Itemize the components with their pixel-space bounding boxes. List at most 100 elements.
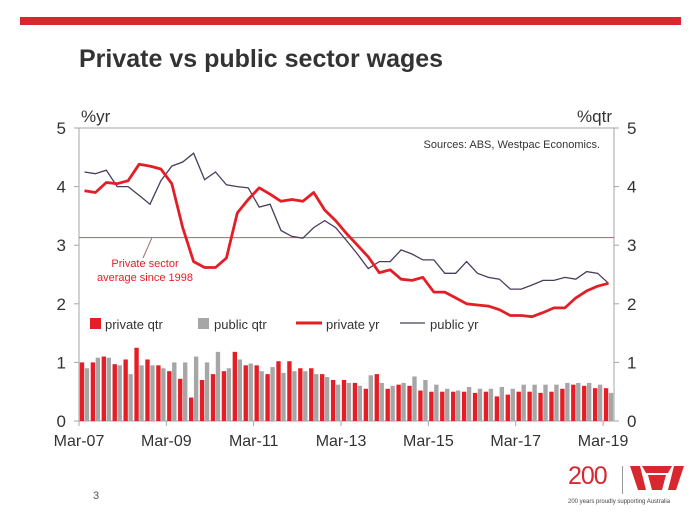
public-qtr-bar — [587, 382, 592, 421]
public-qtr-bar — [499, 387, 505, 421]
public-qtr-bar — [510, 388, 515, 421]
private-qtr-bar — [178, 378, 183, 421]
private-qtr-bar — [265, 374, 270, 421]
left-axis-unit: %yr — [81, 107, 111, 126]
public-qtr-bar — [357, 385, 363, 421]
public-qtr-bar — [106, 357, 111, 421]
right-axis-unit: %qtr — [577, 107, 612, 126]
private-qtr-bar — [440, 391, 445, 421]
legend-public-yr-label: public yr — [430, 317, 479, 332]
x-tick-label: Mar-11 — [229, 433, 279, 450]
plot-border — [78, 127, 615, 422]
left-tick-label: 5 — [57, 119, 66, 138]
private-qtr-bar — [363, 388, 369, 421]
left-tick-label: 2 — [57, 295, 66, 314]
annotation: Private sector average since 1998 — [97, 237, 193, 284]
private-qtr-bar — [101, 356, 106, 421]
public-qtr-bar — [597, 384, 603, 421]
public-qtr-bar — [455, 390, 461, 421]
public-qtr-bar — [445, 388, 450, 421]
public-qtr-bar — [434, 384, 439, 421]
left-tick-label: 1 — [57, 353, 66, 372]
logo-divider — [622, 466, 623, 494]
private-qtr-bar — [145, 359, 150, 421]
logo-200-text: 200 — [568, 462, 608, 490]
legend-public-qtr-label: public qtr — [214, 317, 267, 332]
private-qtr-bar — [232, 351, 238, 421]
private-qtr-bar — [385, 388, 390, 421]
private-qtr-bar — [319, 374, 325, 421]
private-qtr-bar — [571, 384, 576, 421]
private-qtr-bar — [221, 371, 227, 421]
public-qtr-bar — [128, 374, 133, 421]
public-qtr-bar — [521, 384, 526, 421]
private-qtr-bar — [418, 390, 423, 421]
private-qtr-bar — [341, 379, 347, 421]
private-qtr-bar — [461, 391, 467, 421]
public-qtr-bar — [84, 368, 90, 421]
private-qtr-bar — [199, 379, 205, 421]
legend-private-qtr-label: private qtr — [105, 317, 163, 332]
public-qtr-bar — [477, 388, 483, 421]
lines-group — [84, 152, 609, 319]
legend-private-yr-label: private yr — [326, 317, 380, 332]
x-tick-label: Mar-17 — [490, 433, 541, 450]
public-qtr-bar — [303, 371, 308, 421]
public-qtr-bar — [412, 376, 417, 421]
logo-tagline: 200 years proudly supporting Australia — [568, 499, 671, 505]
right-tick-label: 3 — [627, 236, 636, 255]
private-qtr-bar — [396, 384, 401, 421]
private-qtr-bar — [167, 371, 172, 421]
axes-group: 0 0 1 1 2 2 3 3 4 4 5 5 %yr %qtr Mar-07 Mar-09 Mar-11 Mar… — [54, 107, 637, 450]
left-tick-label: 4 — [57, 178, 66, 197]
public-qtr-bar — [172, 362, 177, 421]
public-qtr-bar — [554, 384, 559, 421]
private-qtr-bar — [451, 391, 456, 421]
left-tick-label: 0 — [57, 412, 66, 431]
private-qtr-bar — [603, 388, 609, 421]
public-qtr-bar — [292, 371, 297, 421]
right-tick-label: 0 — [627, 412, 636, 431]
public-qtr-bar — [608, 392, 614, 421]
private-qtr-bar — [582, 385, 587, 421]
private-qtr-bar — [505, 394, 510, 421]
private-qtr-bar — [560, 388, 565, 421]
private-qtr-bar — [112, 364, 117, 421]
public-qtr-bar — [423, 379, 428, 421]
private-qtr-bar — [188, 397, 194, 421]
private-qtr-bar — [330, 379, 336, 421]
private-qtr-bar — [407, 385, 412, 421]
right-tick-label: 2 — [627, 295, 636, 314]
public-qtr-bar — [401, 382, 406, 421]
private-qtr-bar — [79, 362, 85, 421]
public-qtr-bar — [565, 382, 570, 421]
page-title: Private vs public sector wages — [79, 45, 444, 73]
right-tick-label: 4 — [627, 178, 636, 197]
public-qtr-bar — [488, 388, 494, 421]
private-qtr-bar — [472, 392, 478, 421]
private-qtr-bar — [429, 391, 434, 421]
private-qtr-bar — [527, 391, 532, 421]
bars-group — [79, 347, 614, 421]
westpac-200-logo: 200 200 years proudly supporting Austral… — [568, 462, 688, 512]
public-qtr-bar — [324, 377, 330, 421]
public-qtr-bar — [270, 367, 275, 421]
public-qtr-bar — [259, 371, 264, 421]
public-qtr-bar — [226, 368, 232, 421]
public-qtr-bar — [466, 387, 472, 421]
public-qtr-bar — [95, 357, 101, 421]
public-qtr-bar — [314, 374, 319, 421]
page-number: 3 — [93, 490, 100, 502]
legend: private qtr public qtr private yr public yr — [90, 317, 479, 332]
westpac-w-icon — [630, 466, 684, 490]
public-qtr-bar — [117, 365, 122, 421]
private-yr-line — [84, 162, 609, 319]
x-tick-label: Mar-13 — [316, 433, 367, 450]
public-qtr-bar — [368, 375, 374, 421]
x-tick-label: Mar-07 — [54, 433, 105, 450]
right-tick-label: 1 — [627, 353, 636, 372]
annotation-line-1: Private sector — [111, 258, 179, 270]
public-qtr-bar — [346, 382, 352, 421]
public-qtr-bar — [543, 384, 548, 421]
